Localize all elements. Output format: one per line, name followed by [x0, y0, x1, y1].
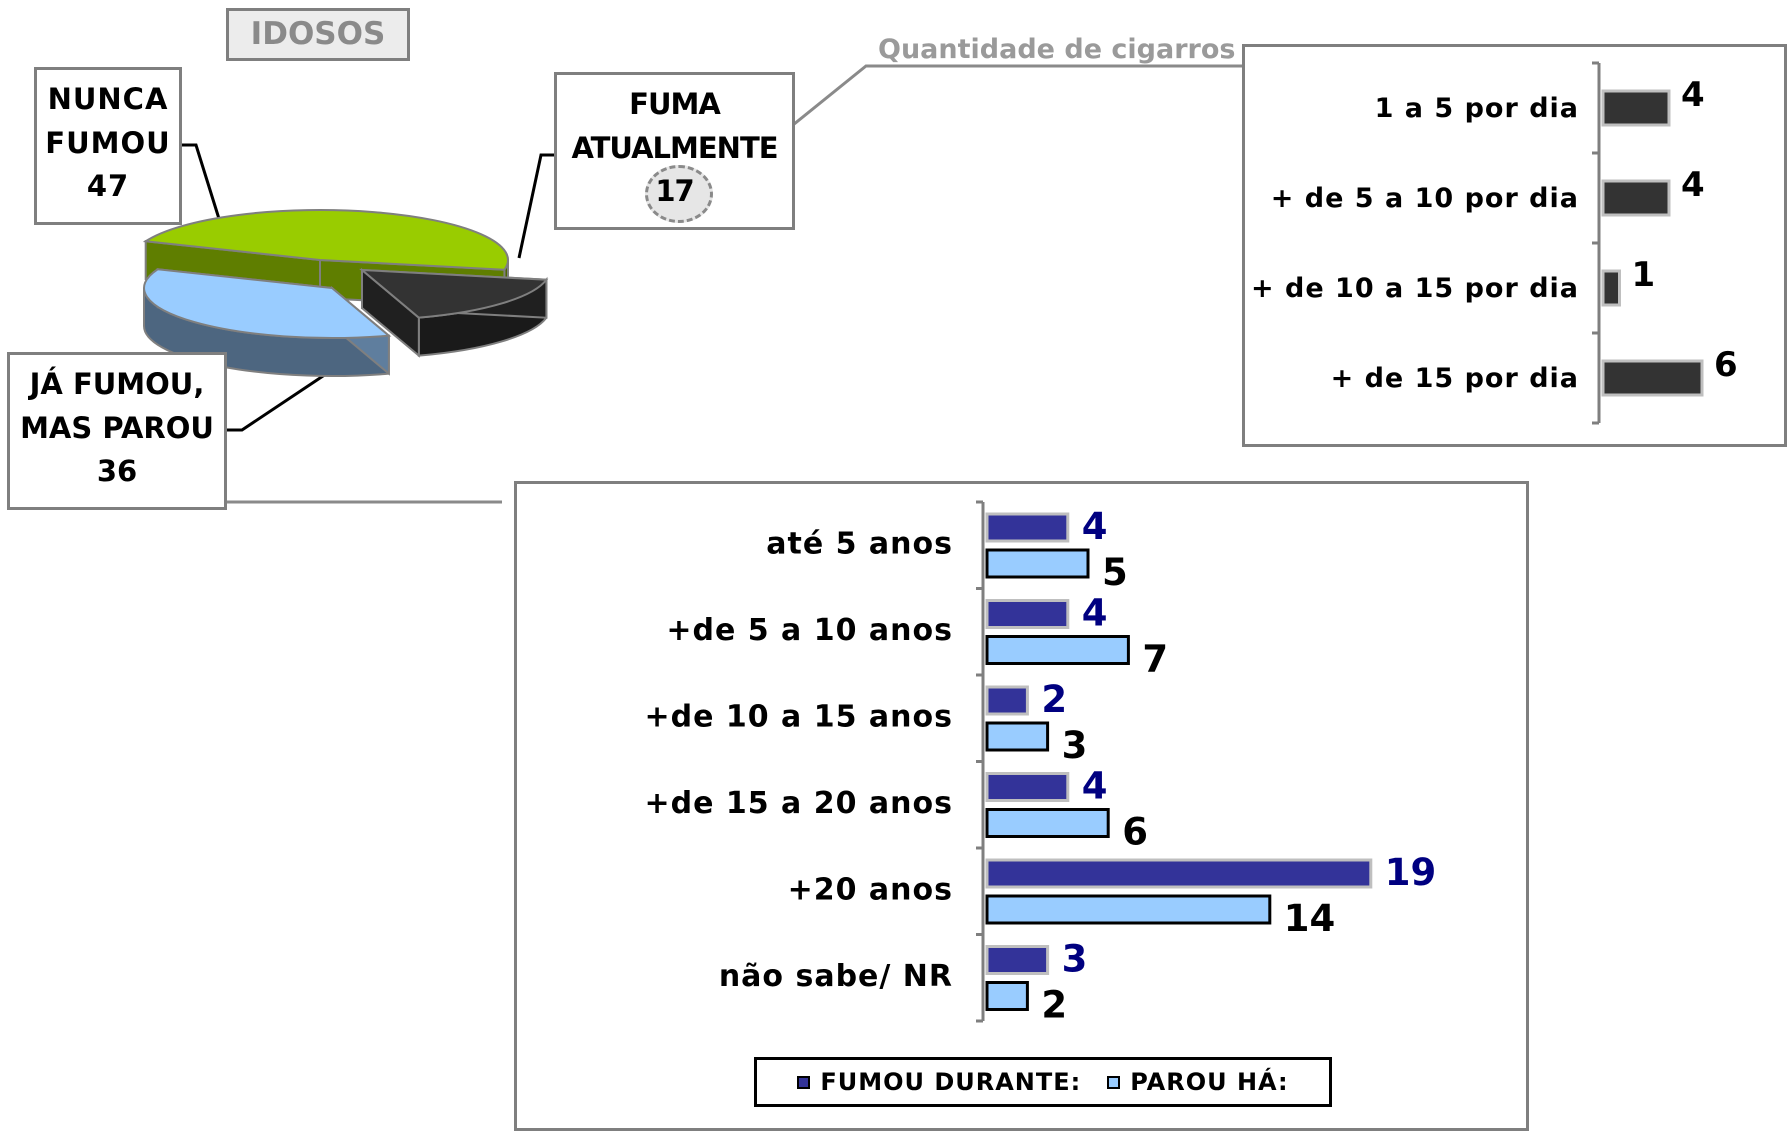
bar-parou-ha [985, 981, 1029, 1011]
duration-category-label: +de 10 a 15 anos [644, 699, 953, 734]
value-label-fumou-durante: 19 [1385, 851, 1437, 894]
callout-fuma-atualmente: FUMA ATUALMENTE 17 [554, 72, 795, 230]
value-label-parou-ha: 14 [1284, 897, 1336, 940]
pie-slice [142, 209, 509, 271]
value-label-fumou-durante: 2 [1041, 678, 1067, 721]
bar-fumou-durante [985, 512, 1070, 543]
duration-category-label: +20 anos [788, 872, 953, 907]
legend-item-parou-ha: PAROU HÁ: [1107, 1068, 1288, 1096]
slice-label: MAS PAROU [20, 410, 214, 445]
value-label-parou-ha: 6 [1122, 811, 1148, 854]
bar-parou-ha [985, 635, 1130, 665]
value-label-fumou-durante: 4 [1082, 592, 1108, 635]
slice-label: NUNCA [47, 82, 169, 116]
value-label-parou-ha: 3 [1062, 724, 1088, 767]
bar-fumou-durante [985, 858, 1373, 889]
bar-fumou-durante [985, 685, 1029, 716]
duration-bar-chart: até 5 anos 45+de 5 a 10 anos 47+de 10 a 15… [644, 500, 1437, 1027]
slice-value: 36 [96, 454, 138, 488]
connector-fuma-atualmente [517, 153, 556, 259]
legend-label: FUMOU DURANTE: [820, 1068, 1082, 1096]
slice-value: 17 [645, 165, 714, 223]
value-label-parou-ha: 2 [1041, 984, 1067, 1027]
legend-swatch-parou-ha [1107, 1075, 1121, 1089]
bar-fumou-durante [985, 599, 1070, 629]
value-label-fumou-durante: 4 [1082, 505, 1108, 548]
slice-label: ATUALMENTE [571, 130, 778, 165]
pie-slice [143, 268, 392, 339]
quantity-bar [1601, 269, 1621, 307]
value-label-fumou-durante: 4 [1082, 765, 1108, 808]
slice-label: JÁ FUMOU, [29, 367, 205, 401]
quantity-bar [1601, 179, 1671, 217]
quantity-category-label: + de 15 por dia [1331, 363, 1579, 394]
bar-parou-ha [985, 894, 1272, 925]
quantity-category-label: + de 5 a 10 por dia [1271, 183, 1579, 214]
duration-legend: FUMOU DURANTE: PAROU HÁ: [754, 1057, 1332, 1107]
highlight-ellipse [645, 165, 714, 223]
slice-value: 47 [86, 169, 130, 203]
quantity-bar [1601, 359, 1704, 397]
bar-parou-ha [985, 808, 1110, 838]
quantity-value-label: 4 [1681, 75, 1705, 115]
duration-category-label: não sabe/ NR [719, 959, 953, 994]
slice-label: FUMA [629, 87, 721, 121]
quantity-bar-chart: 1 a 5 por dia 4 + de 5 a 10 por dia 4 + de 1… [1251, 61, 1738, 425]
connector-ja-fumou [226, 354, 354, 432]
bar-fumou-durante [985, 772, 1070, 802]
callout-fuma-atualmente-text: FUMA ATUALMENTE 17 [557, 83, 792, 223]
quantity-chart-box: 1 a 5 por dia 4 + de 5 a 10 por dia 4 + de 1… [1242, 44, 1787, 447]
quantity-value-label: 4 [1681, 165, 1705, 205]
quantity-chart-label: Quantidade de cigarros [878, 34, 1236, 65]
callout-ja-fumou: JÁ FUMOU, MAS PAROU 36 [7, 352, 227, 510]
value-label-fumou-durante: 3 [1062, 938, 1088, 981]
quantity-value-label: 1 [1632, 255, 1656, 295]
value-label-parou-ha: 7 [1142, 638, 1168, 681]
quantity-bar [1601, 89, 1671, 127]
legend-label: PAROU HÁ: [1130, 1068, 1289, 1096]
legend-swatch-fumou-durante [797, 1075, 811, 1089]
bar-fumou-durante [985, 945, 1050, 975]
value-label-parou-ha: 5 [1102, 551, 1128, 594]
bar-parou-ha [985, 721, 1050, 752]
chart-title: IDOSOS [226, 8, 410, 61]
bar-parou-ha [985, 548, 1090, 579]
duration-category-label: +de 5 a 10 anos [666, 613, 953, 648]
legend-item-fumou-durante: FUMOU DURANTE: [797, 1068, 1081, 1096]
connector-nunca-fumou [180, 143, 222, 223]
quantity-category-label: + de 10 a 15 por dia [1251, 273, 1579, 304]
pie-slice [359, 268, 549, 319]
quantity-category-label: 1 a 5 por dia [1375, 93, 1579, 124]
quantity-value-label: 6 [1714, 345, 1738, 385]
duration-chart-box: até 5 anos 4 5 +de 5 a 10 anos 4 7 +de 10 a 15… [514, 481, 1529, 1131]
callout-nunca-fumou: NUNCA FUMOU 47 [34, 67, 182, 225]
callout-nunca-fumou-text: NUNCA FUMOU 47 [37, 78, 179, 209]
callout-ja-fumou-text: JÁ FUMOU, MAS PAROU 36 [10, 363, 224, 494]
pie-slices [142, 209, 549, 378]
duration-category-label: +de 15 a 20 anos [644, 786, 953, 821]
duration-category-label: até 5 anos [766, 526, 953, 561]
slice-label: FUMOU [45, 125, 171, 160]
